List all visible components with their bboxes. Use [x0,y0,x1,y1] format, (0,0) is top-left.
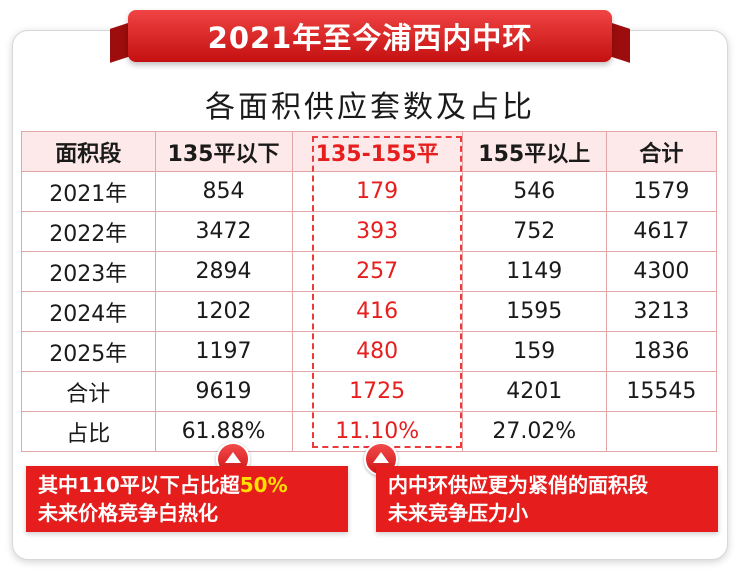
row-label: 合计 [21,371,156,412]
table-cell-highlight: 480 [291,331,463,372]
table-cell-highlight: 393 [291,211,463,252]
table-cell: 3472 [154,211,293,252]
header-cell-below-135: 135平以下 [154,131,293,172]
callout-right-line1: 内中环供应更为紧俏的面积段 [388,473,648,497]
banner-title: 2021年至今浦西内中环 [207,21,533,55]
table-row: 2022年 3472 393 752 4617 [21,211,718,252]
table-cell: 1579 [605,171,718,212]
table-row: 2025年 1197 480 159 1836 [21,331,718,372]
callout-left-line1: 其中110平以下占比超50% [38,471,336,499]
callout-right: 内中环供应更为紧俏的面积段 未来竞争压力小 [376,466,718,532]
table-cell-highlight: 1725 [291,371,463,412]
header-cell-135-155: 135-155平 [291,131,463,172]
supply-table: 面积段 135平以下 135-155平 155平以上 合计 2021年 854 … [21,131,718,452]
table-cell: 4617 [605,211,718,252]
table-cell: 1202 [154,291,293,332]
table-header-row: 面积段 135平以下 135-155平 155平以上 合计 [21,131,718,172]
table-cell-highlight: 257 [291,251,463,292]
callout-left-line2: 未来价格竞争白热化 [38,501,218,525]
header-cell-total: 合计 [605,131,718,172]
table-cell: 1149 [461,251,607,292]
table-cell: 752 [461,211,607,252]
header-cell-segment: 面积段 [21,131,156,172]
table-cell: 1197 [154,331,293,372]
table-cell: 854 [154,171,293,212]
table-cell-highlight: 11.10% [291,411,463,452]
table-cell: 4201 [461,371,607,412]
row-label: 2024年 [21,291,156,332]
table-cell-highlight: 179 [291,171,463,212]
table-row-total: 合计 9619 1725 4201 15545 [21,371,718,412]
table-cell: 4300 [605,251,718,292]
table-row: 2024年 1202 416 1595 3213 [21,291,718,332]
table-cell-highlight: 416 [291,291,463,332]
row-label: 2022年 [21,211,156,252]
title-banner: 2021年至今浦西内中环 [102,10,638,68]
row-label: 2025年 [21,331,156,372]
row-label: 2023年 [21,251,156,292]
page-subtitle: 各面积供应套数及占比 [205,90,535,125]
table-cell: 2894 [154,251,293,292]
table-row: 2021年 854 179 546 1579 [21,171,718,212]
table-cell [605,411,718,452]
header-cell-above-155: 155平以上 [461,131,607,172]
table-cell: 27.02% [461,411,607,452]
row-label: 2021年 [21,171,156,212]
callout-left-text: 其中110平以下占比超 [38,473,240,497]
callout-left-highlight: 50% [239,473,288,497]
table-cell: 9619 [154,371,293,412]
table-cell: 1595 [461,291,607,332]
ribbon-body: 2021年至今浦西内中环 [128,10,612,62]
callout-left: 其中110平以下占比超50% 未来价格竞争白热化 [26,466,348,532]
table-row: 2023年 2894 257 1149 4300 [21,251,718,292]
table-cell: 159 [461,331,607,372]
table-cell: 3213 [605,291,718,332]
table-cell: 546 [461,171,607,212]
row-label: 占比 [21,411,156,452]
table-cell: 1836 [605,331,718,372]
table-cell: 15545 [605,371,718,412]
callout-right-line2: 未来竞争压力小 [388,501,528,525]
